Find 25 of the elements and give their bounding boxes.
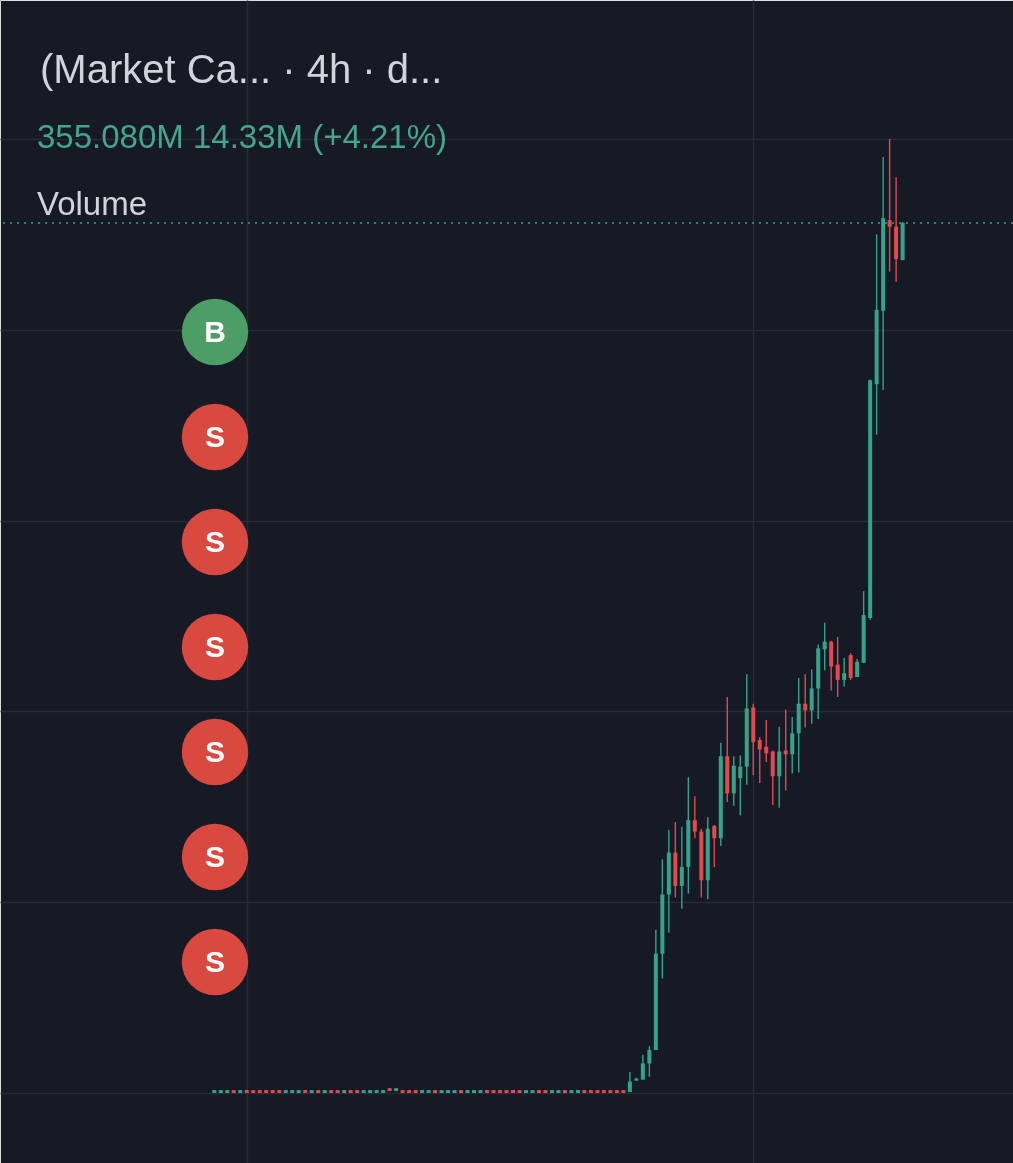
text: Volume	[37, 185, 148, 222]
candlestick	[809, 668, 814, 725]
candlestick	[679, 826, 684, 910]
candlestick	[647, 1045, 652, 1078]
candlestick	[842, 657, 847, 688]
annotation: S	[204, 945, 226, 978]
candlestick	[757, 736, 762, 784]
candlestick	[712, 824, 717, 868]
candlestick	[835, 636, 840, 698]
annotation: S	[204, 735, 226, 768]
annotation: S	[204, 525, 226, 558]
candlestick	[790, 716, 795, 775]
candlestick	[738, 754, 743, 817]
annotation: S	[204, 630, 226, 663]
candlestick	[640, 1054, 645, 1081]
candlestick	[822, 621, 827, 672]
annotation: S	[204, 420, 226, 453]
annotation: B	[204, 315, 226, 348]
candlestick	[783, 708, 788, 792]
candlestick	[887, 138, 892, 273]
candlestick	[848, 652, 853, 681]
candlestick	[692, 795, 697, 839]
annotation: S	[204, 840, 226, 873]
chart-title: (Market Ca... · 4h · d...	[40, 47, 443, 91]
annotation: 355.080M 14.33M (+4.21%)	[37, 118, 448, 155]
